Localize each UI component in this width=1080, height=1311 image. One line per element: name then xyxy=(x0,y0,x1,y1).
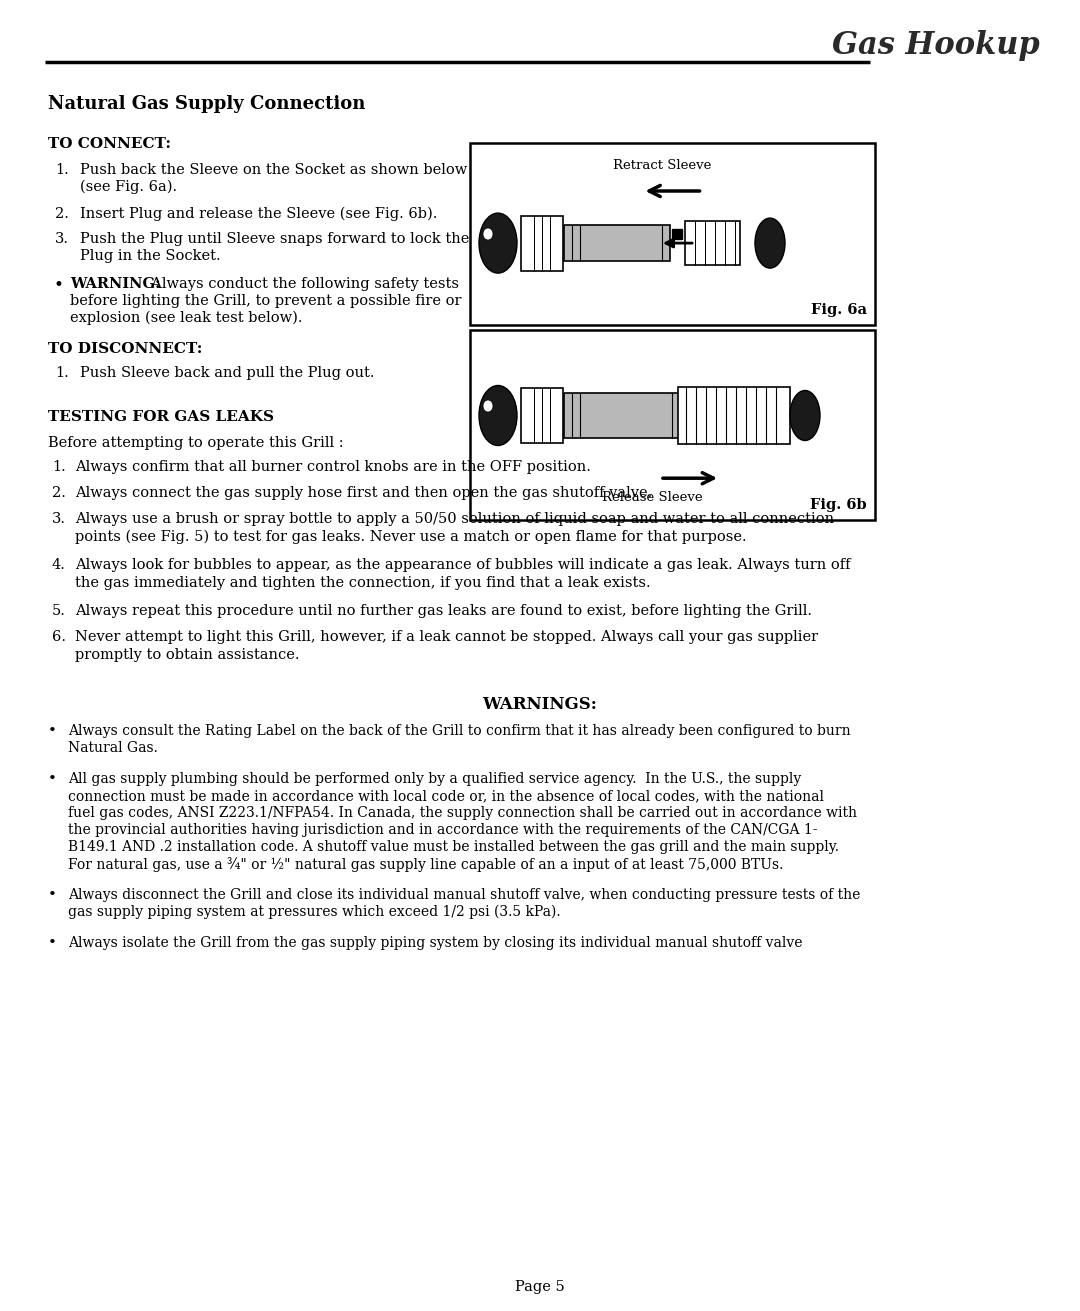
Text: Plug in the Socket.: Plug in the Socket. xyxy=(80,249,220,264)
Text: Fig. 6b: Fig. 6b xyxy=(810,498,867,513)
Text: Always disconnect the Grill and close its individual manual shutoff valve, when : Always disconnect the Grill and close it… xyxy=(68,888,861,902)
Ellipse shape xyxy=(755,218,785,269)
Text: •: • xyxy=(48,888,57,902)
Text: Natural Gas Supply Connection: Natural Gas Supply Connection xyxy=(48,94,365,113)
Text: Natural Gas.: Natural Gas. xyxy=(68,741,158,755)
Text: 1.: 1. xyxy=(52,460,66,475)
Ellipse shape xyxy=(483,400,492,412)
Text: Always confirm that all burner control knobs are in the OFF position.: Always confirm that all burner control k… xyxy=(75,460,591,475)
Text: WARNING:: WARNING: xyxy=(70,277,161,291)
Text: TO CONNECT:: TO CONNECT: xyxy=(48,138,171,151)
Text: explosion (see leak test below).: explosion (see leak test below). xyxy=(70,311,302,325)
Text: Release Sleeve: Release Sleeve xyxy=(603,492,703,503)
Text: Always consult the Rating Label on the back of the Grill to confirm that it has : Always consult the Rating Label on the b… xyxy=(68,724,851,738)
Bar xyxy=(521,388,563,443)
Text: 6.: 6. xyxy=(52,631,66,644)
Text: before lighting the Grill, to prevent a possible fire or: before lighting the Grill, to prevent a … xyxy=(70,294,461,308)
Text: Always isolate the Grill from the gas supply piping system by closing its indivi: Always isolate the Grill from the gas su… xyxy=(68,936,802,950)
Bar xyxy=(564,225,670,261)
Text: 1.: 1. xyxy=(55,163,69,177)
Text: All gas supply plumbing should be performed only by a qualified service agency. : All gas supply plumbing should be perfor… xyxy=(68,772,801,787)
Text: •: • xyxy=(53,277,63,294)
Text: Gas Hookup: Gas Hookup xyxy=(833,30,1040,62)
Text: 2.: 2. xyxy=(55,207,69,222)
Text: Never attempt to light this Grill, however, if a leak cannot be stopped. Always : Never attempt to light this Grill, howev… xyxy=(75,631,819,644)
Text: 4.: 4. xyxy=(52,558,66,572)
Text: WARNINGS:: WARNINGS: xyxy=(483,696,597,713)
Ellipse shape xyxy=(789,391,820,440)
Bar xyxy=(521,215,563,270)
Text: Push Sleeve back and pull the Plug out.: Push Sleeve back and pull the Plug out. xyxy=(80,366,375,380)
Text: Always use a brush or spray bottle to apply a 50/50 solution of liquid soap and : Always use a brush or spray bottle to ap… xyxy=(75,513,834,526)
Ellipse shape xyxy=(480,214,517,273)
Text: the provincial authorities having jurisdiction and in accordance with the requir: the provincial authorities having jurisd… xyxy=(68,823,818,836)
Text: 2.: 2. xyxy=(52,486,66,499)
Bar xyxy=(470,330,875,520)
Text: Fig. 6a: Fig. 6a xyxy=(811,303,867,317)
Text: Page 5: Page 5 xyxy=(515,1280,565,1294)
Bar xyxy=(564,393,680,438)
Text: •: • xyxy=(48,724,57,738)
Text: Before attempting to operate this Grill :: Before attempting to operate this Grill … xyxy=(48,437,343,450)
Text: promptly to obtain assistance.: promptly to obtain assistance. xyxy=(75,648,299,662)
Text: Always repeat this procedure until no further gas leaks are found to exist, befo: Always repeat this procedure until no fu… xyxy=(75,604,812,617)
Text: 1.: 1. xyxy=(55,366,69,380)
Text: For natural gas, use a ¾" or ½" natural gas supply line capable of an a input of: For natural gas, use a ¾" or ½" natural … xyxy=(68,857,783,872)
Text: •: • xyxy=(48,772,57,787)
Bar xyxy=(672,229,681,239)
Text: Always connect the gas supply hose first and then open the gas shutoff valve.: Always connect the gas supply hose first… xyxy=(75,486,652,499)
Text: Push the Plug until Sleeve snaps forward to lock the: Push the Plug until Sleeve snaps forward… xyxy=(80,232,470,246)
Text: 3.: 3. xyxy=(55,232,69,246)
Text: Push back the Sleeve on the Socket as shown below: Push back the Sleeve on the Socket as sh… xyxy=(80,163,468,177)
Text: (see Fig. 6a).: (see Fig. 6a). xyxy=(80,180,177,194)
Text: 3.: 3. xyxy=(52,513,66,526)
Bar xyxy=(470,143,875,325)
Text: TESTING FOR GAS LEAKS: TESTING FOR GAS LEAKS xyxy=(48,410,274,423)
Text: fuel gas codes, ANSI Z223.1/NFPA54. In Canada, the supply connection shall be ca: fuel gas codes, ANSI Z223.1/NFPA54. In C… xyxy=(68,806,858,819)
Text: connection must be made in accordance with local code or, in the absence of loca: connection must be made in accordance wi… xyxy=(68,789,824,804)
Text: Retract Sleeve: Retract Sleeve xyxy=(613,159,712,172)
Text: points (see Fig. 5) to test for gas leaks. Never use a match or open flame for t: points (see Fig. 5) to test for gas leak… xyxy=(75,530,746,544)
Text: TO DISCONNECT:: TO DISCONNECT: xyxy=(48,342,202,357)
Text: B149.1 AND .2 installation code. A shutoff value must be installed between the g: B149.1 AND .2 installation code. A shuto… xyxy=(68,840,839,853)
Bar xyxy=(678,387,789,444)
Text: gas supply piping system at pressures which exceed 1/2 psi (3.5 kPa).: gas supply piping system at pressures wh… xyxy=(68,905,561,919)
Ellipse shape xyxy=(480,385,517,446)
Text: •: • xyxy=(48,936,57,950)
Text: Always conduct the following safety tests: Always conduct the following safety test… xyxy=(141,277,459,291)
Text: Always look for bubbles to appear, as the appearance of bubbles will indicate a : Always look for bubbles to appear, as th… xyxy=(75,558,851,572)
Text: 5.: 5. xyxy=(52,604,66,617)
Text: Insert Plug and release the Sleeve (see Fig. 6b).: Insert Plug and release the Sleeve (see … xyxy=(80,207,437,222)
Bar xyxy=(685,222,740,265)
Ellipse shape xyxy=(483,228,492,240)
Text: the gas immediately and tighten the connection, if you find that a leak exists.: the gas immediately and tighten the conn… xyxy=(75,576,650,590)
